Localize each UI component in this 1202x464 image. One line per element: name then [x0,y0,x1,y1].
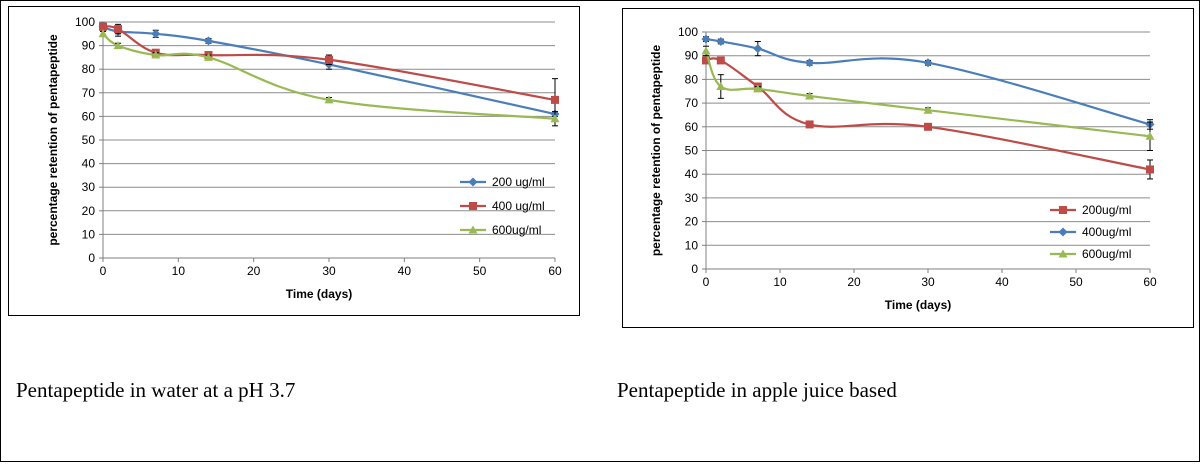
y-tick-label: 100 [75,15,95,29]
y-tick-label: 20 [82,204,96,218]
y-axis-label: percentage retention of pentapeptide [649,44,663,256]
x-tick-label: 20 [247,264,261,278]
y-tick-label: 30 [685,191,699,205]
y-tick-label: 90 [685,49,699,63]
y-tick-label: 10 [82,227,96,241]
y-tick-label: 50 [82,133,96,147]
legend-marker [1059,206,1067,214]
data-point [753,44,763,54]
legend-marker [468,177,478,187]
x-tick-label: 30 [921,275,935,289]
data-point [114,25,123,34]
data-point [924,122,932,131]
x-axis-label: Time (days) [885,298,951,312]
chart-panel-water: 0 10 20 30 40 50 60 70 80 90 100 0 10 20 30 40 50 60 Time … [8,6,580,316]
x-axis-label: Time (days) [286,287,352,301]
series-line [705,57,1151,171]
y-tick-label: 70 [82,86,96,100]
y-tick-label: 0 [691,262,698,276]
x-tick-label: 0 [703,275,710,289]
data-point [701,46,711,55]
data-point [113,41,123,50]
data-point [716,36,726,46]
data-point [716,82,726,91]
data-point [805,91,815,100]
legend-label: 600ug/ml [1082,247,1131,261]
series-line [102,32,556,120]
y-tick-label: 70 [685,96,699,110]
data-point [923,58,933,68]
x-tick-label: 40 [995,275,1009,289]
x-tick-label: 30 [322,264,336,278]
x-tick-label: 50 [1069,275,1083,289]
chart-panel-apple-juice: 0 10 20 30 40 50 60 70 80 90 100 0 10 20 30 40 50 60 Time … [622,8,1194,328]
data-point [923,105,933,114]
legend-marker [469,202,477,210]
x-tick-label: 60 [1143,275,1157,289]
data-point [203,52,213,61]
y-tick-label: 50 [685,144,699,158]
y-tick-label: 60 [685,120,699,134]
x-tick-label: 20 [847,275,861,289]
data-point [753,84,763,93]
data-point [1146,165,1154,174]
legend-label: 600ug/ml [492,223,541,237]
legend-label: 200ug/ml [1082,203,1131,217]
x-tick-label: 60 [548,264,562,278]
y-tick-label: 60 [82,109,96,123]
legend-label: 400 ug/ml [492,199,545,213]
legend-label: 400ug/ml [1082,225,1131,239]
legend-marker [1058,227,1068,237]
y-tick-label: 40 [685,167,699,181]
data-point [203,36,213,46]
data-point [99,22,107,31]
caption-water: Pentapeptide in water at a pH 3.7 [16,378,296,402]
data-point [1145,131,1155,140]
line-chart-water: 0 10 20 30 40 50 60 70 80 90 100 0 10 20 30 40 50 60 Time … [46,15,562,301]
x-tick-label: 40 [398,264,412,278]
x-tick-label: 0 [100,264,107,278]
data-point [805,120,814,129]
legend-marker [468,225,478,234]
data-point [805,58,815,68]
data-point [151,50,161,59]
y-tick-label: 30 [82,180,96,194]
data-point [551,95,559,104]
x-tick-label: 10 [773,275,787,289]
legend-marker [1058,249,1068,258]
data-point [325,55,333,64]
y-tick-label: 10 [685,238,699,252]
caption-apple-juice: Pentapeptide in apple juice based [617,378,897,402]
y-tick-label: 40 [82,157,96,171]
x-tick-label: 50 [473,264,487,278]
y-tick-label: 80 [82,62,96,76]
x-tick-label: 10 [172,264,186,278]
line-chart-apple-juice: 0 10 20 30 40 50 60 70 80 90 100 0 10 20 30 40 50 60 Time … [649,25,1157,312]
data-point [98,29,108,38]
data-point [702,56,710,65]
data-point [151,29,161,39]
y-tick-label: 0 [88,251,95,265]
data-point [550,114,560,123]
y-tick-label: 90 [82,39,96,53]
y-tick-label: 80 [685,72,699,86]
data-point [701,34,711,44]
y-tick-label: 20 [685,215,699,229]
data-point [324,95,334,104]
y-tick-label: 100 [678,25,698,39]
legend-label: 200 ug/ml [492,175,545,189]
data-point [716,56,725,65]
y-axis-label: percentage retention of pentapeptide [46,34,60,246]
